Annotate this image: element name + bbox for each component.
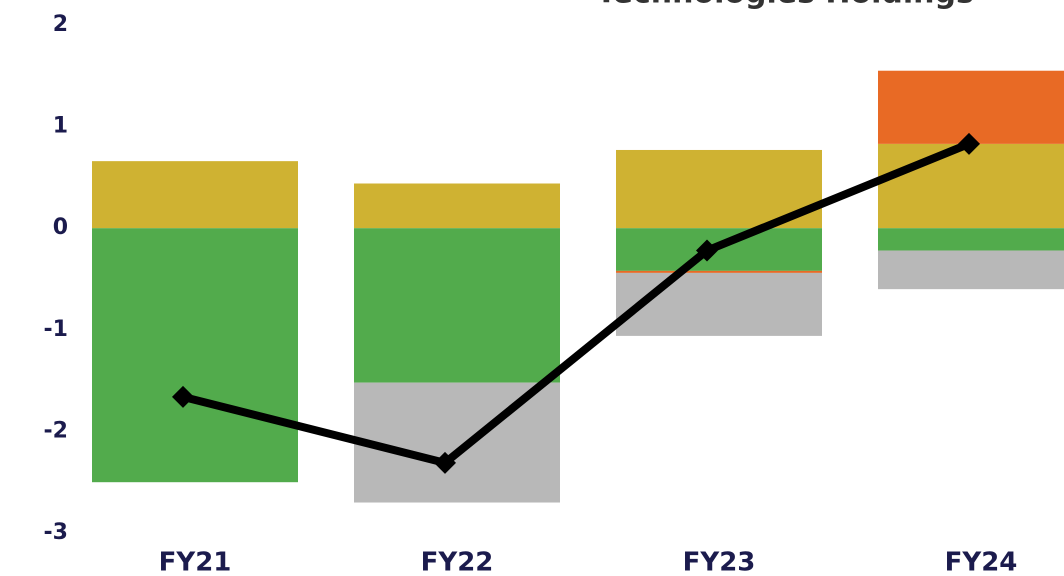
- line-marker: [958, 132, 980, 155]
- bar-segment: [616, 270, 822, 273]
- line: [182, 140, 971, 468]
- chart-title: Technologies Holdings: [596, 0, 974, 11]
- bar-segment: [878, 70, 1064, 144]
- bar-segment: [878, 143, 1064, 229]
- bar-segment: [616, 272, 822, 336]
- y-tick-label: -3: [44, 520, 68, 545]
- bar-segment: [92, 228, 298, 483]
- line-marker: [434, 451, 456, 474]
- x-tick-label: FY22: [421, 548, 494, 576]
- x-tick-label: FY21: [159, 548, 232, 576]
- bar-segment: [92, 161, 298, 229]
- x-tick-label: FY23: [683, 548, 756, 576]
- y-tick-label: -2: [44, 418, 68, 443]
- bar-segment: [354, 183, 560, 229]
- y-tick-label: 2: [53, 12, 68, 37]
- line-marker: [172, 385, 194, 408]
- y-tick-label: 0: [53, 215, 68, 240]
- x-tick-label: FY24: [945, 548, 1018, 576]
- y-tick-label: -1: [44, 317, 68, 342]
- bar-segment: [354, 228, 560, 383]
- y-tick-label: 1: [53, 114, 68, 139]
- bar-segment: [878, 250, 1064, 290]
- line-marker: [696, 239, 718, 262]
- bar-segment: [354, 382, 560, 503]
- bar-segment: [878, 228, 1064, 251]
